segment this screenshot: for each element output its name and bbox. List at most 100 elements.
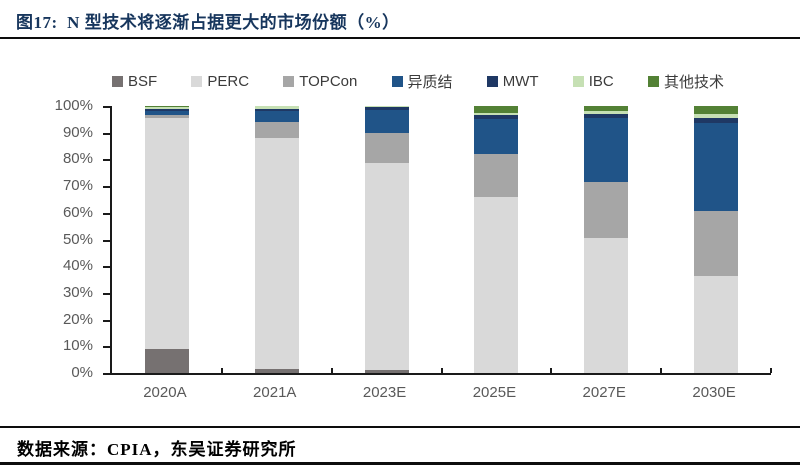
legend-item-2: TOPCon bbox=[283, 73, 357, 90]
y-axis-tick bbox=[103, 266, 110, 269]
legend-label: 其他技术 bbox=[663, 74, 724, 91]
x-tick-label: 2023E bbox=[362, 384, 407, 401]
bar-segment-异质结 bbox=[474, 119, 519, 155]
y-axis-tick bbox=[103, 159, 110, 162]
legend-label: TOPCon bbox=[299, 73, 358, 90]
legend-item-5: IBC bbox=[572, 73, 614, 90]
data-source-text: 数据来源：CPIA，东吴证券研究所 bbox=[17, 440, 297, 459]
y-axis-tick bbox=[103, 106, 110, 108]
stacked-bar-2020A bbox=[144, 106, 189, 373]
y-axis-labels: 0% 10% 20% 30% 40% 50% 60% 70% 80% 90% 100% bbox=[0, 97, 101, 381]
legend-label: MWT bbox=[502, 73, 539, 90]
legend-swatch-icon bbox=[112, 76, 123, 87]
bar-segment-IBC bbox=[474, 112, 519, 116]
bar-segment-IBC bbox=[694, 114, 739, 119]
legend-label: 异质结 bbox=[407, 74, 453, 91]
y-axis-ticks bbox=[103, 106, 110, 375]
bar-segment-PERC bbox=[364, 163, 409, 371]
y-tick-label: 70% bbox=[62, 177, 93, 195]
x-tick-label: 2020A bbox=[143, 384, 187, 401]
bar-segment-MWT bbox=[694, 118, 739, 124]
bar-segment-异质结 bbox=[254, 111, 299, 123]
bar-slot-2027E bbox=[551, 106, 661, 373]
x-axis-tick bbox=[770, 368, 772, 373]
bar-segment-其他技术 bbox=[144, 106, 189, 107]
x-tick-label: 2030E bbox=[692, 384, 736, 401]
bar-segment-PERC bbox=[254, 138, 299, 369]
x-axis-tick bbox=[550, 368, 553, 373]
figure-header: 图17: N 型技术将逐渐占据更大的市场份额（%） bbox=[0, 0, 800, 39]
legend-label: IBC bbox=[588, 73, 614, 90]
bar-segment-TOPCon bbox=[694, 211, 739, 276]
y-axis-tick bbox=[103, 132, 110, 135]
y-axis-tick bbox=[103, 292, 110, 295]
figure-footer: 数据来源：CPIA，东吴证券研究所 bbox=[0, 426, 800, 465]
stacked-bar-2027E bbox=[584, 106, 629, 373]
y-axis-tick bbox=[103, 346, 110, 349]
stacked-bar-2030E bbox=[694, 106, 739, 373]
bar-segment-其他技术 bbox=[474, 106, 519, 113]
bar-slot-2023E bbox=[332, 106, 442, 373]
y-tick-label: 50% bbox=[62, 230, 93, 248]
y-tick-label: 90% bbox=[62, 123, 93, 141]
legend-item-0: BSF bbox=[112, 73, 157, 90]
y-axis-tick bbox=[103, 239, 110, 242]
legend-swatch-icon bbox=[191, 76, 203, 87]
stacked-bar-2023E bbox=[364, 106, 409, 373]
legend-swatch-icon bbox=[283, 76, 295, 87]
bar-slot-2021A bbox=[222, 106, 332, 373]
bar-segment-TOPCon bbox=[364, 132, 409, 164]
bar-segment-TOPCon bbox=[254, 122, 299, 139]
legend-swatch-icon bbox=[391, 76, 403, 87]
legend-item-3: 异质结 bbox=[391, 71, 453, 92]
stacked-bar-2021A bbox=[254, 106, 299, 373]
bar-segment-异质结 bbox=[364, 110, 409, 133]
bar-segment-其他技术 bbox=[584, 106, 629, 112]
legend-swatch-icon bbox=[572, 76, 584, 87]
bar-segment-TOPCon bbox=[584, 182, 629, 239]
y-axis-tick bbox=[103, 319, 110, 322]
legend-item-6: 其他技术 bbox=[647, 71, 724, 92]
bar-segment-BSF bbox=[144, 348, 189, 373]
bar-segment-BSF bbox=[254, 369, 299, 373]
x-tick-label: 2027E bbox=[582, 384, 626, 401]
legend-swatch-icon bbox=[647, 76, 659, 87]
bar-segment-PERC bbox=[694, 275, 739, 373]
chart-legend: BSF PERC TOPCon 异质结 MWT IBC 其他技术 bbox=[112, 71, 724, 92]
bar-segment-PERC bbox=[144, 118, 189, 349]
bar-segment-TOPCon bbox=[144, 115, 189, 119]
y-tick-label: 20% bbox=[62, 310, 93, 328]
bar-segment-IBC bbox=[584, 111, 629, 115]
y-tick-label: 10% bbox=[62, 337, 93, 355]
bar-slot-2025E bbox=[441, 106, 551, 373]
bar-segment-PERC bbox=[584, 238, 629, 373]
y-tick-label: 0% bbox=[71, 364, 93, 381]
bar-segment-MWT bbox=[254, 108, 299, 112]
x-axis-tick bbox=[660, 368, 663, 373]
legend-label: BSF bbox=[128, 73, 158, 90]
bar-slot-2020A bbox=[112, 106, 222, 373]
y-tick-label: 100% bbox=[54, 97, 93, 114]
legend-item-1: PERC bbox=[191, 73, 249, 90]
x-axis-tick bbox=[330, 368, 333, 373]
bar-segment-MWT bbox=[364, 107, 409, 111]
bar-segment-IBC bbox=[254, 106, 299, 109]
legend-item-4: MWT bbox=[486, 73, 539, 90]
bar-segment-MWT bbox=[474, 115, 519, 120]
bar-segment-其他技术 bbox=[694, 106, 739, 115]
bar-segment-MWT bbox=[584, 114, 629, 119]
x-tick-label: 2021A bbox=[253, 384, 297, 401]
x-tick-label: 2025E bbox=[472, 384, 517, 401]
stacked-bar-2025E bbox=[474, 106, 519, 373]
y-tick-label: 40% bbox=[62, 257, 93, 275]
y-tick-label: 80% bbox=[62, 150, 93, 168]
y-tick-label: 60% bbox=[62, 203, 93, 221]
bar-segment-MWT bbox=[144, 108, 189, 112]
x-axis-tick bbox=[220, 368, 223, 373]
legend-label: PERC bbox=[207, 73, 250, 90]
plot-area bbox=[110, 106, 772, 375]
y-tick-label: 30% bbox=[62, 283, 93, 301]
figure-title: 图17: N 型技术将逐渐占据更大的市场份额（%） bbox=[16, 13, 400, 32]
x-axis-tick bbox=[440, 368, 443, 373]
